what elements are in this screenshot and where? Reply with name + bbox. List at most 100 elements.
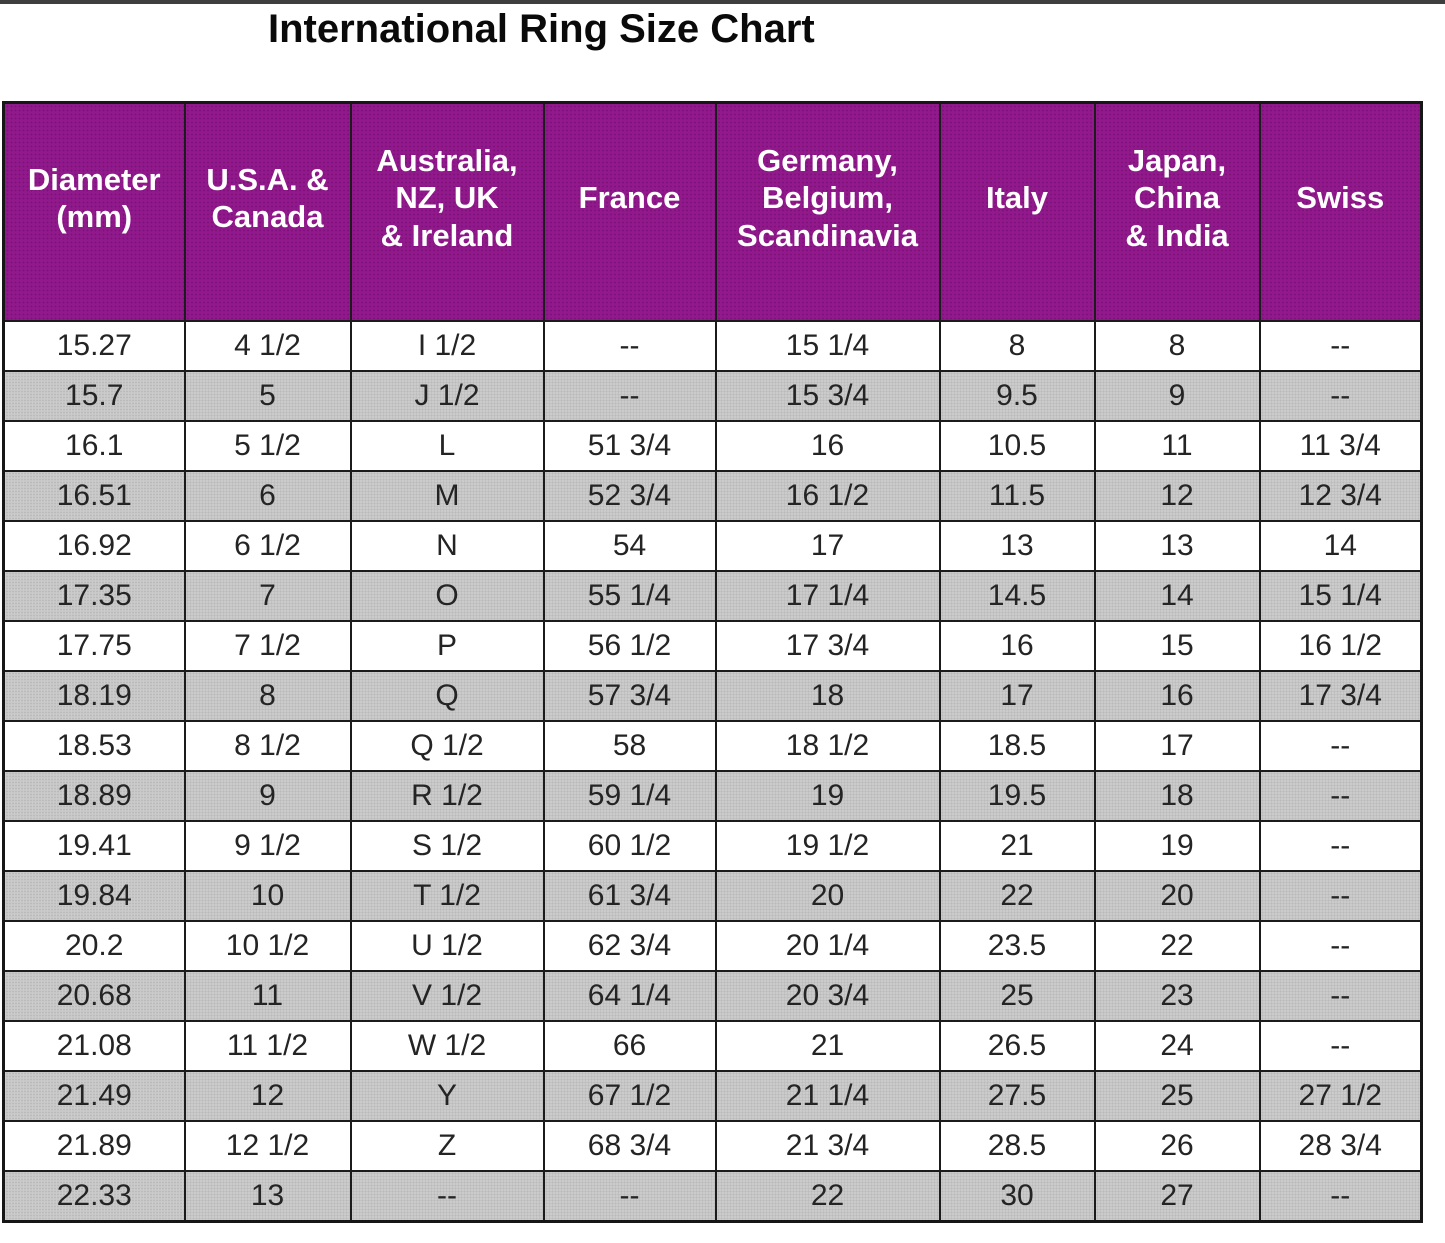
table-cell: 17 [714,520,941,572]
column-header-swiss: Swiss [1258,101,1423,322]
table-cell: 19 1/2 [714,820,941,872]
table-cell: 15 1/4 [1258,570,1423,622]
table-cell: 4 1/2 [183,320,352,372]
table-cell: 19.5 [938,770,1096,822]
table-cell: 17 3/4 [714,620,941,672]
table-cell: 55 1/4 [542,570,717,622]
table-cell: 7 1/2 [183,620,352,672]
table-cell: 21 1/4 [714,1070,941,1122]
table-cell: 9 [183,770,352,822]
column-header-italy: Italy [938,101,1096,322]
table-cell: 8 [183,670,352,722]
table-cell: -- [1258,1020,1423,1072]
table-cell: 11 1/2 [183,1020,352,1072]
table-cell: 18.5 [938,720,1096,772]
table-cell: 18.19 [2,670,186,722]
table-cell: 5 1/2 [183,420,352,472]
table-cell: 16.51 [2,470,186,522]
table-cell: 20.2 [2,920,186,972]
table-cell: 20 1/4 [714,920,941,972]
table-cell: 68 3/4 [542,1120,717,1172]
table-cell: Q 1/2 [349,720,545,772]
column-header-france: France [542,101,717,322]
table-cell: 25 [938,970,1096,1022]
table-cell: N [349,520,545,572]
table-row: 15.27 4 1/2 I 1/2 -- 15 1/4 8 8 -- [2,320,1423,372]
top-border-line [0,0,1445,4]
table-cell: 18.89 [2,770,186,822]
table-cell: Y [349,1070,545,1122]
table-row: 17.75 7 1/2 P 56 1/2 17 3/4 16 15 16 1/2 [2,620,1423,672]
table-cell: 20 [1093,870,1261,922]
table-cell: 16 [1093,670,1261,722]
table-cell: 19.84 [2,870,186,922]
table-cell: 12 [183,1070,352,1122]
table-cell: 15 1/4 [714,320,941,372]
table-cell: 21.08 [2,1020,186,1072]
table-cell: 56 1/2 [542,620,717,672]
table-cell: 17 [938,670,1096,722]
table-cell: 22 [938,870,1096,922]
table-cell: 21.49 [2,1070,186,1122]
table-cell: 19 [1093,820,1261,872]
table-cell: 10 [183,870,352,922]
table-body: 15.27 4 1/2 I 1/2 -- 15 1/4 8 8 -- 15.7 5 J 1/2 -- 1… [2,320,1423,1223]
table-cell: 16 [938,620,1096,672]
table-cell: 21 [714,1020,941,1072]
table-cell: 19 [714,770,941,822]
table-cell: 28 3/4 [1258,1120,1423,1172]
table-cell: 15 [1093,620,1261,672]
table-cell: R 1/2 [349,770,545,822]
table-row: 16.92 6 1/2 N 54 17 13 13 14 [2,520,1423,572]
table-cell: 8 1/2 [183,720,352,772]
table-cell: W 1/2 [349,1020,545,1072]
column-header-usa-canada: U.S.A. & Canada [183,101,352,322]
table-row: 20.2 10 1/2 U 1/2 62 3/4 20 1/4 23.5 22 -- [2,920,1423,972]
table-cell: 7 [183,570,352,622]
table-cell: 16.92 [2,520,186,572]
table-cell: 14.5 [938,570,1096,622]
table-cell: 11 [1093,420,1261,472]
table-cell: 14 [1093,570,1261,622]
table-cell: 30 [938,1170,1096,1223]
table-cell: 5 [183,370,352,422]
table-cell: 12 1/2 [183,1120,352,1172]
table-cell: -- [542,320,717,372]
table-cell: 15.27 [2,320,186,372]
table-cell: 15 3/4 [714,370,941,422]
table-cell: 62 3/4 [542,920,717,972]
table-cell: -- [1258,870,1423,922]
table-cell: 11 3/4 [1258,420,1423,472]
table-cell: -- [1258,970,1423,1022]
table-cell: 12 3/4 [1258,470,1423,522]
table-cell: U 1/2 [349,920,545,972]
table-cell: 6 [183,470,352,522]
table-cell: 6 1/2 [183,520,352,572]
ring-size-table: Diameter (mm) U.S.A. & Canada Australia,… [2,101,1423,1223]
table-cell: -- [1258,370,1423,422]
table-cell: 58 [542,720,717,772]
table-cell: 24 [1093,1020,1261,1072]
table-cell: 19.41 [2,820,186,872]
table-cell: 27.5 [938,1070,1096,1122]
table-row: 22.33 13 -- -- 22 30 27 -- [2,1170,1423,1223]
table-cell: 17.75 [2,620,186,672]
table-cell: 18 [714,670,941,722]
table-cell: L [349,420,545,472]
table-cell: 12 [1093,470,1261,522]
table-cell: 10 1/2 [183,920,352,972]
table-cell: 22 [1093,920,1261,972]
table-cell: 16 [714,420,941,472]
table-cell: 26 [1093,1120,1261,1172]
table-cell: 23.5 [938,920,1096,972]
table-cell: -- [349,1170,545,1223]
table-cell: -- [542,370,717,422]
table-cell: I 1/2 [349,320,545,372]
table-cell: 18 [1093,770,1261,822]
table-cell: 11 [183,970,352,1022]
table-cell: 17 [1093,720,1261,772]
table-cell: 11.5 [938,470,1096,522]
table-cell: Q [349,670,545,722]
table-row: 21.08 11 1/2 W 1/2 66 21 26.5 24 -- [2,1020,1423,1072]
table-cell: 17.35 [2,570,186,622]
